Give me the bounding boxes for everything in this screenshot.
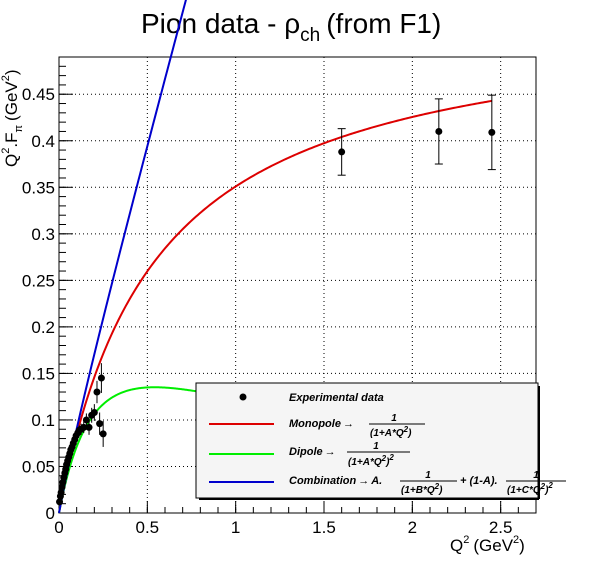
legend-label-experimental: Experimental data: [289, 392, 384, 404]
curve-combination: [58, 0, 187, 514]
y-axis-label: Q2.Fπ(GeV2): [0, 69, 25, 167]
legend-label-monopole: Monopole →: [289, 418, 354, 430]
y-tick-label: 0.15: [22, 364, 55, 383]
data-point: [80, 423, 88, 431]
data-point: [97, 374, 105, 382]
curve-monopole: [58, 99, 492, 514]
y-tick-label: 0.3: [31, 225, 55, 244]
data-point: [56, 498, 64, 506]
x-tick-label: 2: [408, 518, 417, 537]
y-tick-label: 0.35: [22, 178, 55, 197]
legend-combination-num2: 1: [533, 470, 539, 481]
legend-dipole-den: (1+A*Q2)2: [348, 453, 394, 468]
y-tick-label: 0.1: [31, 411, 55, 430]
x-tick-label: 0.5: [136, 518, 160, 537]
legend-monopole-num: 1: [391, 413, 397, 424]
data-point: [82, 416, 90, 424]
data-point: [57, 489, 65, 497]
y-tick-label: 0.4: [31, 132, 55, 151]
data-point: [90, 408, 98, 416]
y-tick-label: 0.25: [22, 271, 55, 290]
legend-combination-num1: 1: [425, 470, 431, 481]
data-point: [488, 128, 496, 136]
y-tick-label: 0.45: [22, 85, 55, 104]
legend: Experimental data Monopole → 1 (1+A*Q2) D…: [195, 382, 566, 500]
chart-title: Pion data - ρch (from F1): [141, 8, 441, 46]
legend-combination-den2: (1+C*Q2)2: [507, 481, 553, 496]
data-point: [85, 423, 93, 431]
y-tick-label: 0.2: [31, 318, 55, 337]
data-point: [99, 430, 107, 438]
x-tick-labels: 0 0.5 1 1.5 2 2.5: [54, 518, 512, 537]
legend-label-combination: Combination → A.: [289, 475, 382, 487]
legend-combination-den1: (1+B*Q2): [401, 482, 443, 496]
y-tick-label: 0.05: [22, 457, 55, 476]
x-tick-label: 1.5: [312, 518, 336, 537]
legend-combination-plus: + (1-A).: [460, 475, 498, 487]
y-tick-label: 0: [46, 504, 55, 523]
x-tick-label: 1: [231, 518, 240, 537]
y-tick-labels: 0 0.05 0.1 0.15 0.2 0.25 0.3 0.35 0.4 0.45: [22, 85, 55, 523]
x-tick-label: 0: [54, 518, 63, 537]
legend-marker-experimental: [239, 393, 247, 401]
experimental-points: [56, 94, 496, 506]
x-tick-label: 2.5: [489, 518, 513, 537]
data-point: [435, 127, 443, 135]
data-point: [96, 420, 104, 428]
legend-monopole-den: (1+A*Q2): [370, 425, 412, 439]
plot-frame: [58, 56, 537, 514]
legend-dipole-num: 1: [373, 441, 379, 452]
legend-label-dipole: Dipole →: [289, 446, 336, 458]
data-point: [338, 148, 346, 156]
x-axis-label: Q2 (GeV2): [450, 534, 525, 555]
data-point: [93, 388, 101, 396]
